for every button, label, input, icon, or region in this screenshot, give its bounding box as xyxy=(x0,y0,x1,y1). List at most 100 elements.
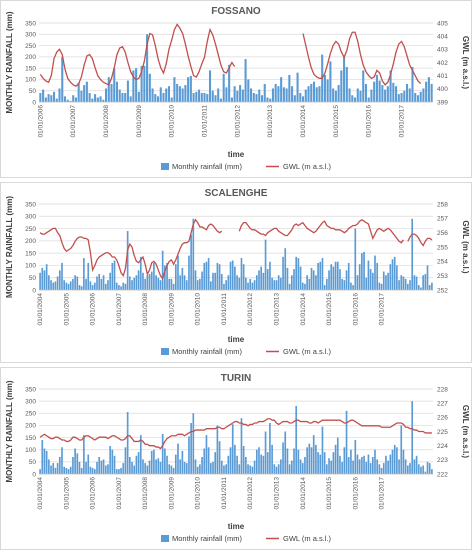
legend-label-gwl: GWL (m a.s.l.) xyxy=(283,347,332,356)
rainfall-bar xyxy=(162,92,165,102)
rainfall-bar xyxy=(72,457,74,474)
y-axis-title: MONTHLY RAINFALL (mm) xyxy=(5,196,14,298)
rainfall-bar xyxy=(174,454,177,474)
rainfall-bar xyxy=(236,275,238,290)
fossano-chart-panel: FOSSANO 0 50 100 150 200 250 300 350 399 400 401 402… xyxy=(0,0,472,178)
rainfall-bar xyxy=(61,56,64,102)
rainfall-bar xyxy=(356,275,359,290)
rainfall-bar xyxy=(118,285,120,290)
rainfall-bar xyxy=(326,79,329,102)
rainfall-bar xyxy=(200,92,203,102)
rainfall-bar xyxy=(391,259,394,290)
y-tick-label: 300 xyxy=(25,398,36,405)
rainfall-bar xyxy=(431,469,433,474)
rainfall-bar xyxy=(93,469,96,474)
rainfall-bar xyxy=(65,467,68,474)
rainfall-bar xyxy=(411,401,414,474)
rainfall-bar xyxy=(58,88,61,102)
rainfall-bar xyxy=(356,88,359,102)
rainfall-bar xyxy=(183,461,186,474)
rainfall-bar xyxy=(336,437,339,474)
x-tick-label: 01/01/2010 xyxy=(195,293,202,326)
rainfall-bar xyxy=(389,264,392,290)
rainfall-bar xyxy=(264,239,267,290)
rainfall-bar xyxy=(133,465,136,474)
rainfall-bar xyxy=(403,90,406,102)
y-tick-label: 250 xyxy=(25,411,36,418)
rainfall-bar xyxy=(74,97,77,102)
rainfall-bar xyxy=(177,255,179,290)
rainfall-bar xyxy=(376,459,379,474)
rainfall-bar xyxy=(76,276,79,290)
y-tick-label: 0 xyxy=(32,471,36,478)
x-tick-label: 01/01/2009 xyxy=(168,293,175,326)
rainfall-bar xyxy=(337,85,340,102)
rainfall-bar xyxy=(234,444,236,474)
y2-axis-title: GWL (m a.s.l.) xyxy=(461,405,470,459)
y-tick-label: 350 xyxy=(25,201,36,208)
x-tick-label: 01/01/2006 xyxy=(90,477,97,510)
rainfall-bar xyxy=(275,280,278,290)
rainfall-bar xyxy=(113,455,116,474)
rainfall-bar xyxy=(282,442,284,474)
rainfall-bar xyxy=(293,269,295,290)
rainfall-bar xyxy=(85,278,87,290)
rainfall-bar xyxy=(347,262,350,290)
rainfall-bar xyxy=(381,85,384,102)
rainfall-bar xyxy=(282,256,284,290)
rainfall-bar xyxy=(129,457,131,474)
rainfall-bar xyxy=(286,267,289,290)
rainfall-bar xyxy=(124,283,127,290)
y-axis-title: MONTHLY RAINFALL (mm) xyxy=(5,380,14,482)
x-tick-label: 01/01/2011 xyxy=(202,105,209,137)
rainfall-bar xyxy=(159,461,162,474)
rainfall-bar xyxy=(273,280,276,290)
rainfall-bar xyxy=(288,464,291,474)
y2-tick-label: 403 xyxy=(437,47,448,54)
y2-tick-label: 228 xyxy=(437,386,448,393)
rainfall-bar xyxy=(122,463,125,474)
rainfall-bar xyxy=(251,466,254,474)
rainfall-bar xyxy=(241,89,244,102)
rainfall-bar xyxy=(113,68,116,102)
rainfall-bar xyxy=(369,269,372,290)
rainfall-bar xyxy=(85,81,88,102)
rainfall-bar xyxy=(288,74,291,102)
rainfall-bar xyxy=(427,77,430,102)
legend-label-rainfall: Monthly rainfall (mm) xyxy=(172,534,243,543)
rainfall-bar xyxy=(142,272,144,290)
rainfall-bar xyxy=(299,266,302,290)
rainfall-bar xyxy=(98,457,101,474)
rainfall-bar xyxy=(396,265,398,290)
rainfall-bar xyxy=(154,94,157,102)
rainfall-bar xyxy=(253,280,256,290)
turin-chart: TURIN 0 50 100 150 200 250 300 350 222 223 224 225 22… xyxy=(5,373,470,543)
rainfall-bar xyxy=(234,266,236,290)
rainfall-bar xyxy=(52,282,55,290)
rainfall-bar xyxy=(238,277,241,290)
rainfall-bar xyxy=(262,272,265,290)
rainfall-bar xyxy=(411,67,414,102)
rainfall-bar xyxy=(217,88,220,102)
rainfall-bar xyxy=(299,459,302,474)
rainfall-bar xyxy=(247,282,249,290)
rainfall-bar xyxy=(258,270,260,290)
rainfall-bar xyxy=(58,457,61,474)
rainfall-bar xyxy=(96,97,99,102)
rainfall-bar xyxy=(218,441,221,474)
rainfall-bar xyxy=(225,280,227,290)
rainfall-bar xyxy=(80,286,83,290)
rainfall-bar xyxy=(52,463,55,474)
y2-tick-label: 401 xyxy=(437,73,448,80)
rainfall-bar xyxy=(78,285,81,290)
rainfall-bar xyxy=(65,282,68,290)
rainfall-bar xyxy=(172,283,175,290)
x-tick-label: 01/01/2008 xyxy=(142,477,149,510)
rainfall-bar xyxy=(115,469,118,474)
rainfall-bar xyxy=(219,98,222,102)
rainfall-bar xyxy=(208,70,212,102)
rainfall-bar xyxy=(415,455,418,474)
rainfall-bar xyxy=(244,59,247,102)
rainfall-bar xyxy=(209,463,212,474)
rainfall-bar xyxy=(159,87,162,102)
